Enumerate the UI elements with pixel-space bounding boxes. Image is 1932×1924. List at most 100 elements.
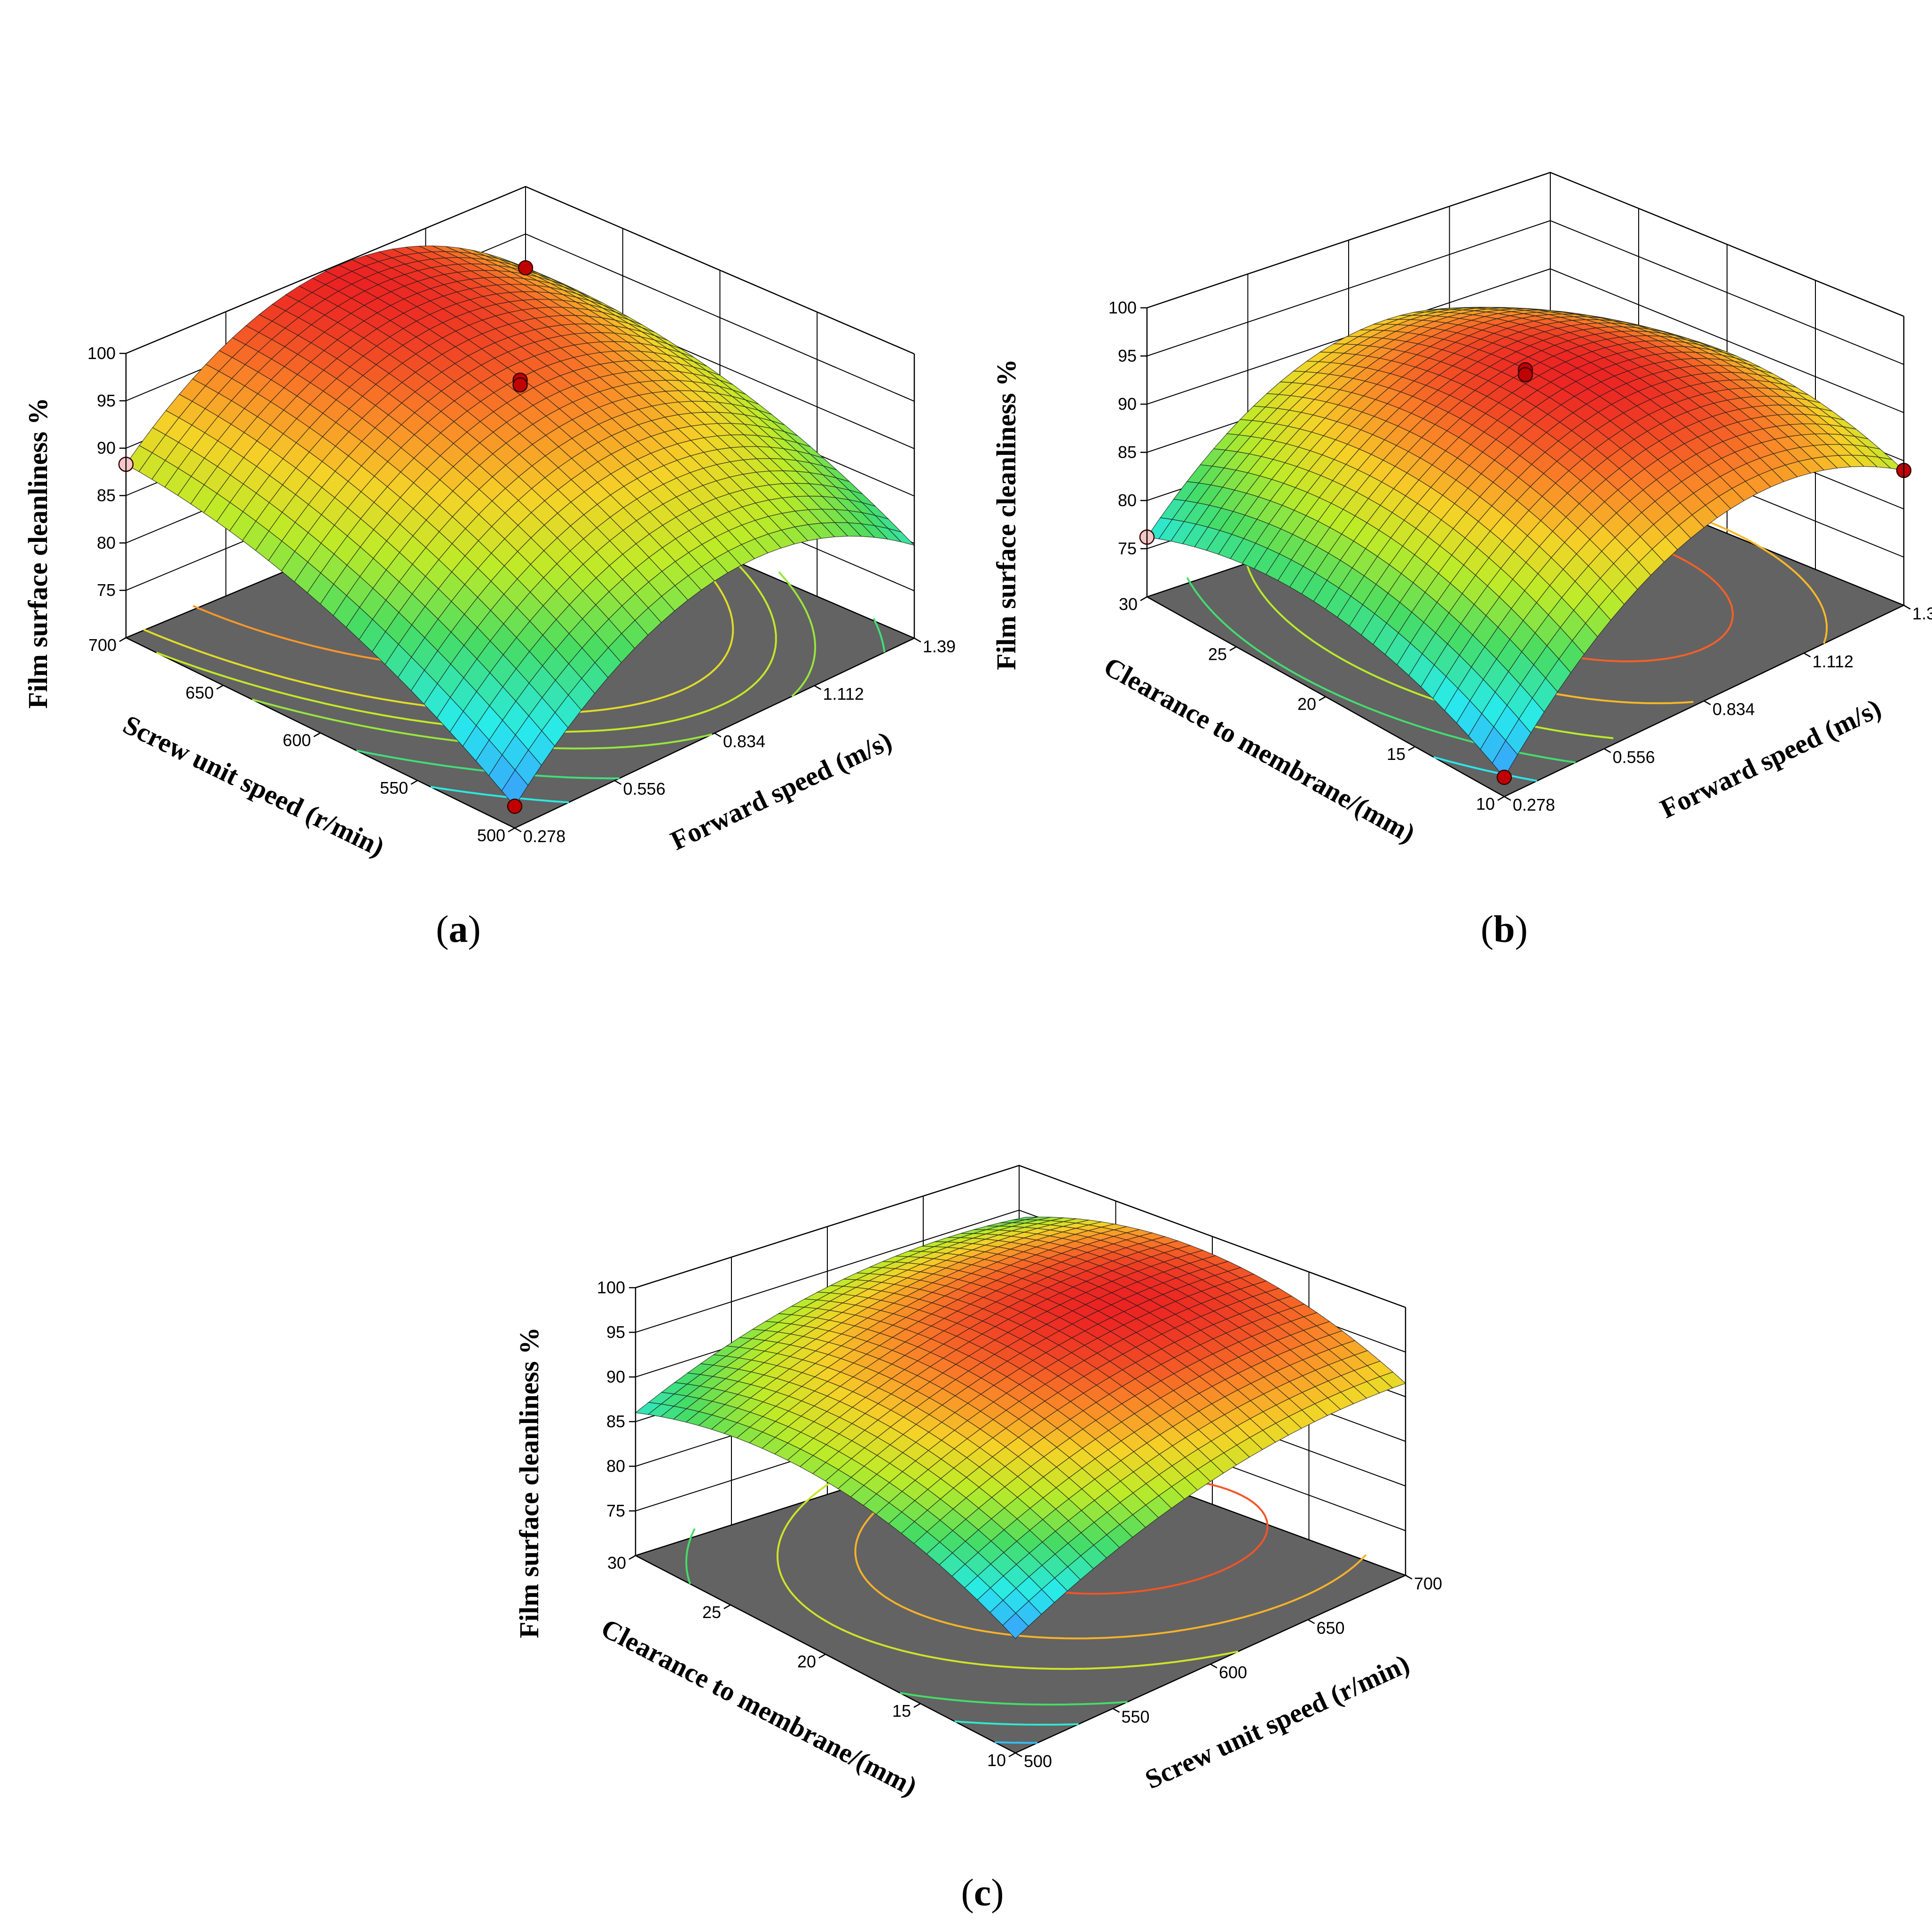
panel-b-x-tick-label: 15 [1387, 744, 1406, 764]
panel-b-y-tick-label: 1.39 [1912, 604, 1932, 623]
panel-a-y-tick-mark [614, 780, 622, 785]
panel-c-x-tick-mark [913, 1703, 921, 1708]
panel-b-y-axis-title: Forward speed (m/s) [1656, 693, 1886, 824]
panel-a-x-tick-mark [313, 732, 321, 737]
panel-a-x-tick-mark [508, 827, 515, 833]
panel-c-x-tick-mark [818, 1653, 826, 1659]
panel-c-y-tick-mark [1112, 1708, 1120, 1713]
panel-c-x-tick-mark [628, 1555, 636, 1560]
panel-a-y-tick-label: 0.556 [623, 779, 666, 798]
panel-b-y-ticks: 0.278 0.556 0.834 1.112 1.39 [1504, 604, 1932, 814]
panel-c-y-ticks: 500 550 600 650 700 [1015, 1574, 1442, 1771]
panel-c-z-tick-label: 85 [606, 1412, 625, 1431]
panel-c-plot: 75 80 85 90 95 100 10 15 20 25 30 500 550 600 650 700 Fi… [514, 1165, 1442, 1802]
panel-c-y-tick-mark [1405, 1574, 1413, 1580]
panel-b-y-tick-mark [1803, 652, 1811, 657]
panel-a-z-tick-label: 75 [97, 580, 116, 600]
panel-a-chart: 75808590951005005506006507000.2780.5560.… [23, 186, 956, 862]
panel-c-y-tick-mark [1307, 1619, 1315, 1624]
panel-c-contour-line [995, 1741, 1038, 1744]
panel-c-x-tick-label: 15 [892, 1701, 911, 1721]
panel-c-x-tick-label: 20 [797, 1652, 816, 1671]
panel-b-z-tick-label: 95 [1118, 346, 1137, 366]
panel-c-x-tick-label: 10 [987, 1751, 1006, 1770]
panel-a-x-tick-label: 550 [380, 778, 408, 798]
panel-b-y-tick-mark [1603, 748, 1611, 753]
panel-a-z-tick-label: 100 [87, 344, 116, 363]
panel-c-z-axis-title: Film surface cleanliness % [514, 1327, 544, 1638]
panel-b-caption: (b) [1480, 907, 1528, 950]
panel-b-x-tick-label: 30 [1119, 594, 1138, 614]
panel-a-y-tick-mark [914, 637, 921, 643]
panel-a-design-points [118, 260, 534, 814]
panel-c-y-tick-label: 650 [1317, 1619, 1345, 1638]
panel-a-design-point [512, 377, 528, 393]
panel-b-design-point [1496, 769, 1512, 785]
panel-b-x-tick-mark [1319, 696, 1326, 701]
panel-c-x-tick-mark [1008, 1752, 1016, 1758]
panel-b-z-ticks: 75 80 85 90 95 100 [1108, 298, 1147, 558]
panel-b-contour-line [1186, 415, 1576, 764]
panel-b-y-tick-label: 0.556 [1613, 747, 1655, 766]
panel-a-y-tick-label: 0.834 [723, 732, 765, 751]
panel-b-y-tick-label: 0.278 [1513, 795, 1555, 814]
panel-c-caption: (c) [961, 1871, 1004, 1914]
panel-a-caption: (a) [436, 907, 481, 950]
panel-c-z-tick-label: 80 [606, 1456, 625, 1476]
panel-a-x-tick-label: 700 [88, 635, 117, 655]
panel-b-x-tick-mark [1408, 746, 1415, 751]
panel-b-surface [1146, 307, 1905, 778]
panel-a-x-tick-label: 500 [477, 826, 505, 845]
panel-b-x-tick-mark [1140, 596, 1147, 602]
panel-a-y-tick-label: 1.39 [923, 637, 956, 656]
panel-c-x-tick-label: 30 [607, 1553, 626, 1572]
panel-b-chart: 75 80 85 90 95 100 10 15 20 25 30 0.278 0.556 0.834 1.… [991, 172, 1932, 849]
panel-b-y-tick-mark [1704, 700, 1711, 705]
panel-c-chart: 75 80 85 90 95 100 10 15 20 25 30 500 550 600 650 700 Fi… [514, 1165, 1442, 1802]
panel-b-y-tick-label: 1.112 [1813, 652, 1853, 671]
panel-a-z-tick-label: 85 [97, 486, 116, 505]
panel-a-x-tick-mark [410, 780, 418, 785]
panel-b-y-tick-mark [1504, 796, 1511, 801]
panel-b-z-tick-label: 80 [1118, 491, 1137, 510]
panel-b-x-ticks: 10 15 20 25 30 [1119, 594, 1505, 813]
panel-c-y-tick-label: 500 [1024, 1752, 1052, 1771]
panel-b-plot: 75 80 85 90 95 100 10 15 20 25 30 0.278 0.556 0.834 1.… [991, 172, 1932, 849]
panel-a-design-point [507, 798, 523, 814]
panel-a-z-tick-label: 95 [97, 391, 116, 410]
panel-a-z-ticks: 75 80 85 90 95 100 [87, 344, 126, 600]
panel-a-x-ticks: 500 550 600 650 700 [88, 635, 515, 845]
panel-c-y-tick-label: 550 [1122, 1707, 1150, 1727]
panel-c-wall-top [635, 1165, 1406, 1308]
panel-a-x-tick-mark [216, 685, 224, 690]
panel-c-x-tick-label: 25 [702, 1603, 721, 1622]
panel-b-z-tick-label: 85 [1118, 443, 1137, 462]
panel-a-plot: 75808590951005005506006507000.2780.5560.… [23, 186, 956, 862]
panel-b-design-point [1517, 367, 1533, 383]
panel-c-z-tick-label: 90 [606, 1367, 625, 1386]
panel-b-z-tick-label: 75 [1118, 539, 1137, 558]
panel-a-z-axis-title: Film surface cleanliness % [23, 398, 53, 709]
panel-b-z-tick-label: 90 [1118, 394, 1137, 414]
panel-b-x-tick-label: 10 [1476, 794, 1495, 813]
panel-b-wall-gridline [1147, 220, 1904, 365]
panel-a-z-tick-label: 80 [97, 533, 116, 552]
panel-b-x-tick-mark [1229, 646, 1237, 651]
panel-b-z-tick-label: 100 [1108, 298, 1137, 317]
panel-a-wall-top [126, 186, 915, 355]
panel-b-wall-gridline [1147, 268, 1904, 413]
panel-c-y-tick-label: 700 [1414, 1574, 1442, 1593]
panel-c-contour-line [954, 1720, 1079, 1726]
panel-a-y-ticks: 0.278 0.556 0.834 1.112 1.39 [514, 637, 956, 846]
panel-b-surface-cell [1492, 740, 1518, 778]
panel-a-x-tick-label: 650 [186, 683, 214, 702]
panel-c-surface [635, 1216, 1406, 1639]
panel-b-x-tick-label: 20 [1297, 695, 1316, 714]
panel-b-z-axis-title: Film surface cleanliness % [991, 359, 1021, 670]
panel-c-z-ticks: 75 80 85 90 95 100 [597, 1278, 636, 1520]
panel-c-surface-cell [1002, 1612, 1029, 1639]
panel-c-y-tick-mark [1015, 1752, 1022, 1758]
panel-a-x-tick-mark [119, 637, 126, 642]
panel-b-y-tick-mark [1903, 604, 1911, 610]
